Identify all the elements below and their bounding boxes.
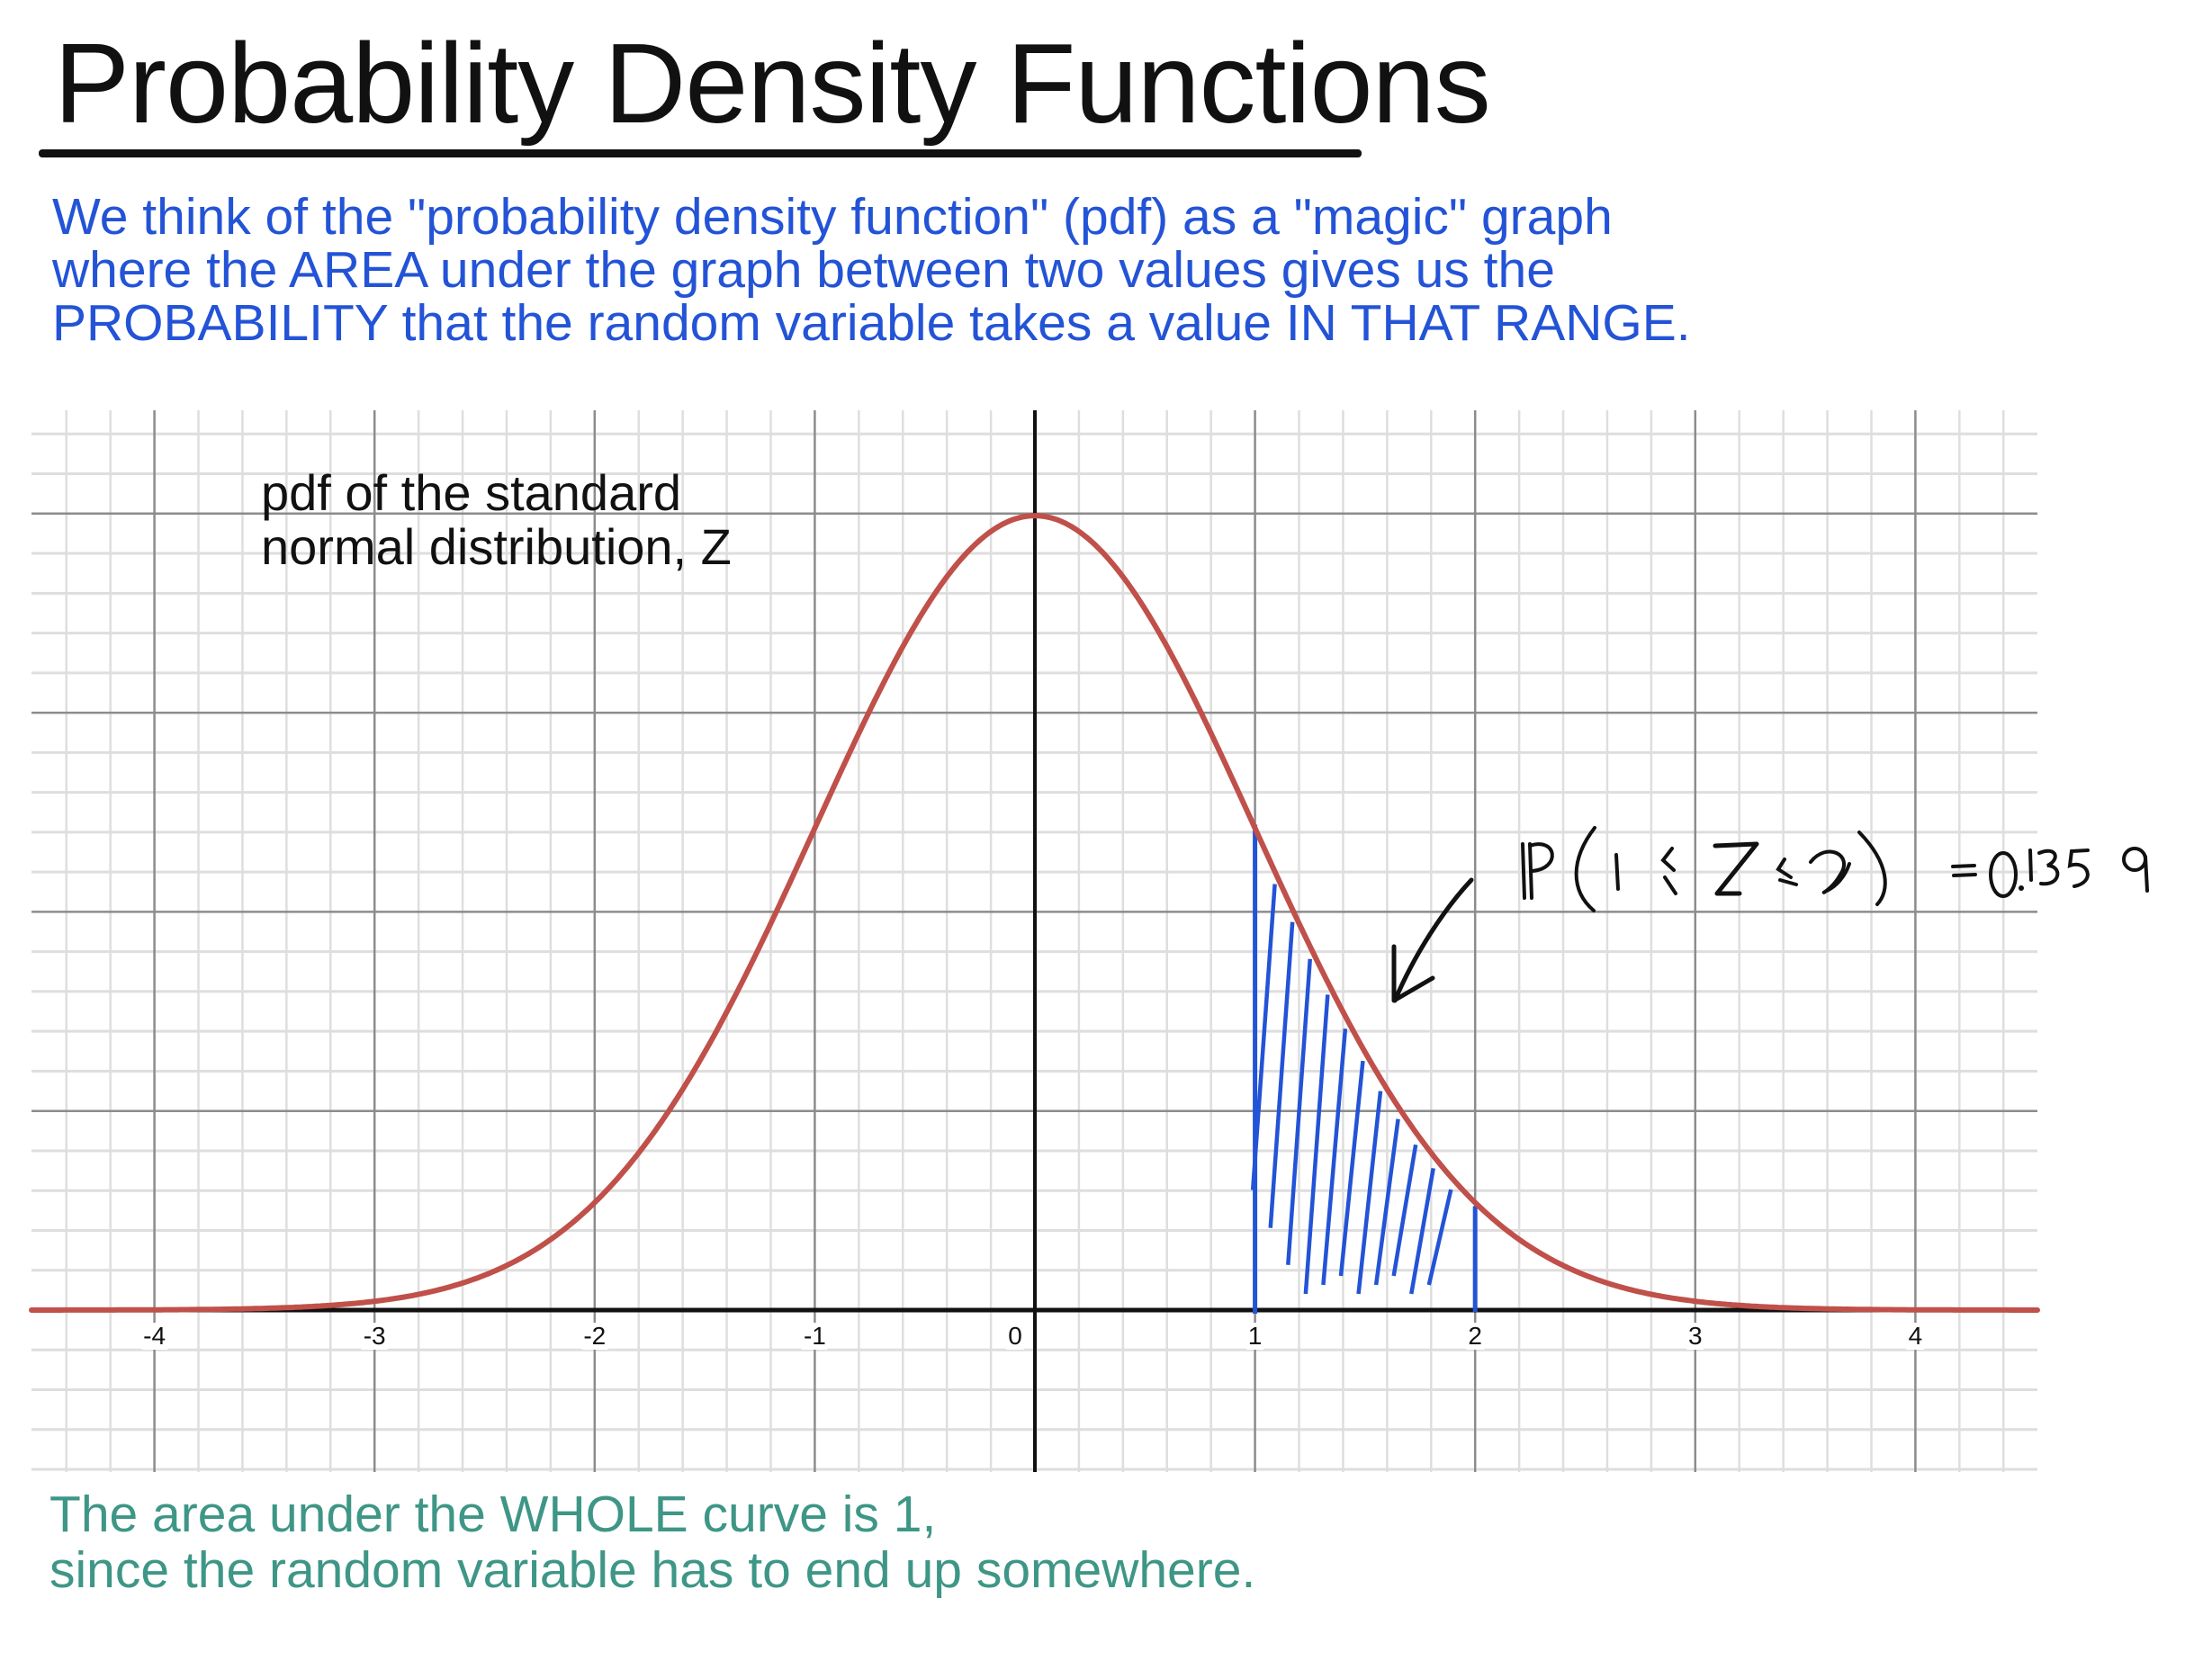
x-tick-label: 4	[1906, 1322, 1925, 1350]
outro-line: since the random variable has to end up …	[49, 1541, 1256, 1599]
intro-paragraph: We think of the "probability density fun…	[52, 191, 1691, 350]
x-tick-label: 1	[1245, 1322, 1264, 1350]
pdf-curve	[29, 513, 2040, 1313]
intro-line: We think of the "probability density fun…	[52, 188, 1613, 246]
pdf-label-line: normal distribution, Z	[261, 518, 732, 575]
arrow-icon	[1391, 877, 1474, 1003]
shaded-region-hatching	[1250, 824, 1478, 1314]
probability-annotation	[1521, 826, 2149, 912]
x-tick-label: -3	[361, 1322, 388, 1350]
outro-line: The area under the WHOLE curve is 1,	[49, 1486, 937, 1543]
pdf-label: pdf of the standard normal distribution,…	[261, 466, 732, 574]
intro-line: PROBABILITY that the random variable tak…	[52, 294, 1691, 352]
x-tick-label: -1	[801, 1322, 828, 1350]
x-tick-label: -2	[581, 1322, 608, 1350]
axes	[31, 410, 2037, 1472]
x-tick-label: -4	[141, 1322, 168, 1350]
minor-grid	[31, 410, 2037, 1472]
outro-paragraph: The area under the WHOLE curve is 1, sin…	[49, 1486, 1255, 1598]
x-tick-label: 2	[1466, 1322, 1484, 1350]
pdf-label-line: pdf of the standard	[261, 464, 682, 521]
title-underline	[39, 149, 1362, 157]
x-tick-label: 3	[1686, 1322, 1704, 1350]
intro-line: where the AREA under the graph between t…	[52, 241, 1555, 299]
page-title: Probability Density Functions	[54, 20, 1491, 147]
x-tick-label: 0	[1006, 1322, 1024, 1350]
